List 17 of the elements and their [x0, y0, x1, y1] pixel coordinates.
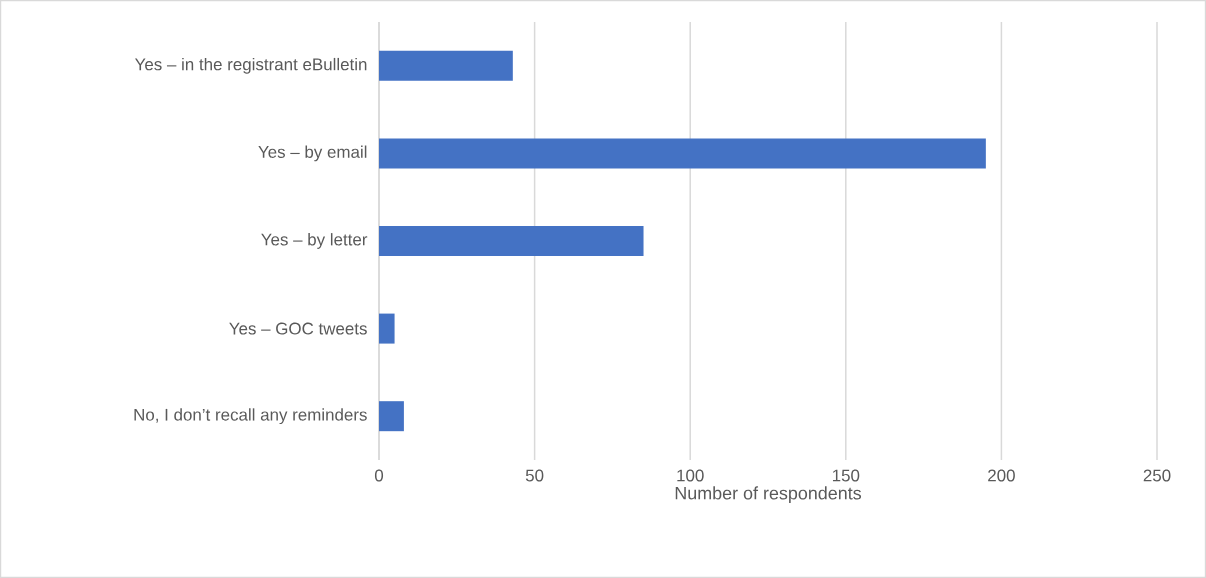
- y-tick-label: Yes – GOC tweets: [229, 322, 367, 335]
- y-tick-label: Yes – by email: [258, 145, 367, 162]
- x-tick-label: 150: [832, 469, 860, 482]
- y-tick-label: Yes – by letter: [261, 233, 368, 249]
- x-tick-label: 200: [988, 469, 1015, 482]
- y-tick-label: Yes – in the registrant eBulletin: [134, 57, 367, 74]
- x-tick-label: 100: [677, 469, 704, 482]
- x-tick-label: 50: [525, 469, 544, 482]
- y-tick-label: No, I don’t recall any reminders: [134, 408, 367, 425]
- x-tick-label: 250: [1143, 469, 1171, 482]
- x-tick-label: 0: [374, 469, 384, 482]
- x-axis-title: Number of respondents: [675, 486, 862, 504]
- bar: [379, 138, 986, 169]
- bar: [379, 401, 404, 432]
- bar: [379, 225, 644, 256]
- bar: [379, 50, 513, 81]
- bar: [379, 313, 395, 344]
